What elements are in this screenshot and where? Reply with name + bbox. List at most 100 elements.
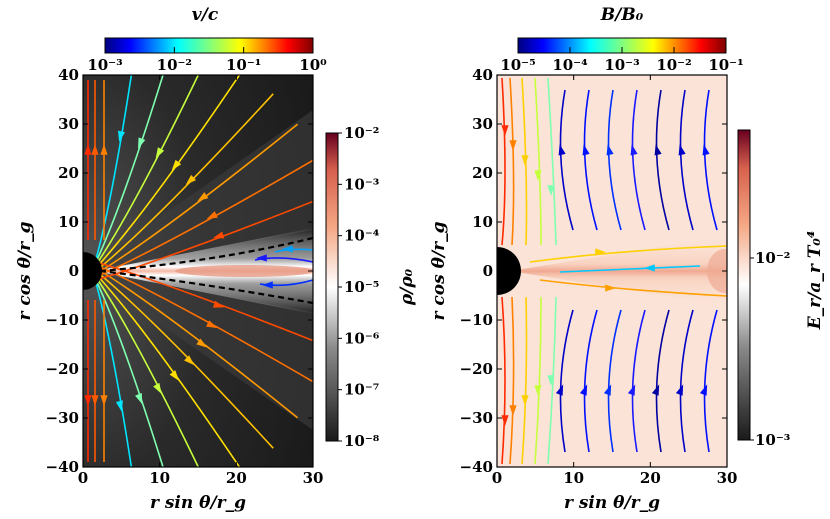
right-streamline-colorbar-ticks: 10⁻⁵ 10⁻⁴ 10⁻³ 10⁻² 10⁻¹ (500, 47, 744, 74)
streamline (547, 296, 557, 465)
colorbar-tick-label: 10⁻³ (344, 175, 379, 193)
right-outer-hotspot (707, 249, 727, 293)
right-panel: B/B₀ 10⁻⁵ 10⁻⁴ 10⁻³ 10⁻² 10⁻¹ 0 10 20 30 40 30 20 1… (429, 5, 825, 513)
streamline-arrow (702, 144, 710, 156)
streamline-arrow (654, 144, 662, 156)
streamline (559, 265, 701, 273)
right-y-axis-label: r cos θ/r_g (429, 221, 449, 320)
right-x-axis-label: r sin θ/r_g (564, 493, 660, 513)
streamline (583, 309, 598, 453)
streamline (95, 270, 274, 449)
colorbar-tick-label: 10⁻⁴ (552, 56, 588, 74)
y-tick-label: 30 (472, 115, 493, 133)
streamline (95, 200, 313, 281)
colorbar-tick-label: 10⁻⁷ (344, 381, 379, 399)
left-panel: v/c 10⁻³ 10⁻² 10⁻¹ 10⁰ 0 10 20 30 40 30 20 10 0 −10 −… (15, 5, 417, 513)
y-tick-label: −20 (46, 360, 79, 378)
streamline-arrow (534, 385, 542, 396)
streamline-arrow (100, 395, 108, 406)
right-axis-ticks: 0 10 20 30 40 30 20 10 0 −10 −20 −30 −40 (460, 66, 738, 487)
y-tick-label: 20 (58, 164, 79, 182)
streamline-arrow (678, 144, 686, 156)
colorbar-tick-label: 10⁻² (344, 124, 379, 142)
left-disk-core (175, 265, 313, 277)
x-tick-label: 20 (226, 469, 247, 487)
right-disk (510, 236, 727, 306)
streamline (95, 75, 164, 263)
streamline-arrow (212, 231, 225, 239)
left-streamline-colorbar (104, 37, 314, 54)
streamline (539, 279, 727, 297)
colorbar-tick-label: 10⁻³ (755, 431, 790, 449)
y-tick-label: −40 (46, 458, 79, 476)
left-x-axis-label: r sin θ/r_g (150, 493, 246, 513)
streamline (679, 89, 694, 231)
colorbar-tick-label: 10⁻⁵ (500, 56, 535, 74)
streamline (607, 309, 622, 453)
streamline-arrow (256, 254, 267, 262)
left-density-colorbar-ticks: 10⁻² 10⁻³ 10⁻⁴ 10⁻⁵ 10⁻⁶ 10⁻⁷ 10⁻⁸ (338, 124, 380, 450)
right-streamline-colorbar-title: B/B₀ (600, 5, 644, 25)
streamline (703, 309, 718, 453)
streamline-arrow (606, 144, 614, 156)
streamline (95, 282, 133, 467)
streamline-arrow (509, 405, 517, 416)
streamline-arrow (196, 338, 208, 348)
streamline-arrow (185, 174, 197, 185)
streamline-arrow (675, 384, 684, 396)
y-tick-label: 40 (472, 66, 493, 84)
streamline-arrow (84, 395, 92, 406)
right-streamlines (501, 77, 727, 465)
left-y-axis-label: r cos θ/r_g (15, 221, 35, 320)
left-black-hole (83, 252, 102, 290)
streamline-arrow (206, 320, 218, 329)
colorbar-tick-label: 10⁻² (157, 56, 192, 74)
streamline-arrow (262, 281, 273, 289)
x-tick-label: 10 (563, 469, 584, 487)
left-density-colorbar-label: ρ/ρ₀ (397, 268, 417, 306)
streamline (559, 309, 574, 453)
streamline-arrow (627, 384, 636, 396)
y-tick-label: −10 (460, 311, 493, 329)
streamline-arrow (603, 384, 612, 396)
streamline-arrow (521, 155, 529, 166)
streamline (95, 273, 241, 467)
streamline (521, 77, 528, 246)
streamline (95, 75, 241, 269)
y-tick-label: 20 (472, 164, 493, 182)
left-streamline-colorbar-ticks: 10⁻³ 10⁻² 10⁻¹ 10⁰ (87, 47, 327, 74)
streamline-arrow (197, 192, 209, 202)
y-tick-label: 40 (58, 66, 79, 84)
streamline (95, 279, 164, 467)
streamline (655, 309, 670, 453)
left-photosphere-lower (99, 269, 313, 305)
x-tick-label: 10 (149, 469, 170, 487)
streamline-arrow (605, 284, 616, 292)
x-tick-label: 20 (640, 469, 661, 487)
x-tick-label: 0 (78, 469, 88, 487)
y-tick-label: −40 (460, 458, 493, 476)
right-radiation-colorbar-label: E_r/a_r T₀⁴ (805, 231, 825, 331)
y-tick-label: −20 (460, 360, 493, 378)
x-tick-label: 30 (717, 469, 738, 487)
streamline-arrow (138, 137, 146, 149)
streamline-arrow (153, 382, 162, 395)
colorbar-tick-label: 10⁻⁸ (344, 432, 380, 450)
left-photosphere-upper (99, 236, 313, 273)
streamline (703, 89, 718, 231)
streamline-arrow (84, 144, 92, 155)
streamline (501, 77, 506, 246)
colorbar-tick-label: 10⁻¹ (226, 56, 261, 74)
colorbar-tick-label: 10⁻⁵ (344, 278, 379, 296)
streamline-arrow (644, 264, 655, 272)
right-radiation-colorbar-ticks: 10⁻² 10⁻³ (750, 249, 790, 449)
streamline-arrow (212, 300, 225, 308)
streamline-arrow (155, 147, 165, 159)
streamline (547, 77, 557, 246)
streamline-arrow (501, 415, 509, 426)
streamline-arrow (282, 245, 293, 253)
colorbar-tick-label: 10⁻³ (87, 56, 122, 74)
y-tick-label: 0 (69, 262, 79, 280)
streamline-arrow (169, 370, 180, 381)
